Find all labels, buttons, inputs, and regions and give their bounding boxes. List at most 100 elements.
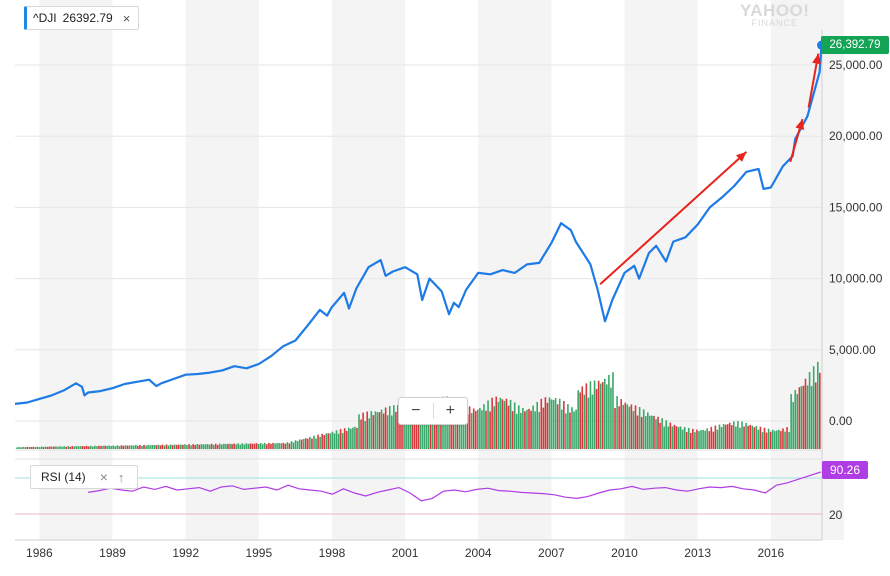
x-tick-label: 1998 [319,546,346,560]
volume-bar [583,394,586,449]
rsi-move-up-icon[interactable]: ↑ [117,469,125,485]
volume-bar [540,398,543,449]
volume-bar [352,427,354,449]
close-icon[interactable]: × [122,10,131,26]
volume-bar [96,446,98,449]
volume-bar [649,415,651,449]
volume-bar [104,445,106,449]
volume-bar [642,409,645,449]
volume-bar [399,408,401,449]
volume-bar [618,406,620,449]
volume-bar [311,438,313,449]
volume-bar [657,416,659,449]
volume-bar [98,445,100,449]
volume-bar [644,416,647,449]
volume-bar [718,424,721,449]
x-tick-label: 1989 [99,546,126,560]
volume-bar [665,420,668,449]
volume-bar [143,444,145,449]
volume-bar [401,405,403,449]
volume-bar [300,439,303,449]
volume-bar [466,414,469,449]
zoom-out-button[interactable]: − [411,402,421,419]
volume-bar [532,405,534,449]
volume-bar [253,443,256,449]
volume-bar [589,381,592,449]
volume-bar [186,445,188,449]
volume-bar [85,445,88,449]
volume-bar [378,412,381,449]
volume-bar [309,436,311,449]
volume-bar [755,426,758,449]
volume-bar [417,409,420,449]
volume-bar [233,443,235,449]
volume-bar [743,426,745,449]
volume-bar [728,422,731,449]
volume-bar [794,390,797,449]
volume-bar [761,432,764,449]
volume-bar [368,418,371,449]
volume-bar [722,424,725,449]
volume-bar [511,411,514,449]
volume-bar [218,443,221,449]
volume-bar [628,406,631,449]
volume-bar [290,441,293,449]
volume-bar [716,429,719,449]
volume-bar [118,446,121,449]
volume-bar [294,440,297,449]
volume-bar [366,411,369,449]
rsi-indicator-chip[interactable]: RSI (14) × ↑ [30,465,138,489]
volume-bar [180,444,182,449]
volume-bar [124,445,127,449]
rsi-tick-20: 20 [829,508,843,522]
volume-bar [231,444,233,449]
volume-bar [323,435,326,449]
zoom-in-button[interactable]: + [445,402,455,419]
volume-bar [69,446,72,449]
volume-bar [59,446,61,449]
volume-bar [513,402,516,449]
volume-bar [788,431,790,449]
volume-bar [200,444,203,449]
volume-bar [360,419,362,449]
volume-bar [753,427,756,449]
logo-line-1: YAHOO! [740,1,810,20]
volume-bar [356,427,358,449]
volume-bar [278,443,280,449]
volume-bar [370,411,373,449]
x-tick-label: 1995 [245,546,272,560]
volume-bar [436,410,438,449]
volume-bar [470,413,473,449]
volume-bar [190,445,192,449]
volume-bar [663,426,665,449]
volume-bar [780,431,782,449]
volume-bar [569,412,571,449]
volume-bar [288,443,291,449]
volume-bar [167,445,170,449]
trend-arrow [599,151,748,286]
volume-bar [730,425,733,449]
volume-bar [341,433,344,449]
volume-bar [42,447,45,449]
volume-bar [362,412,364,449]
volume-bar [595,388,598,449]
volume-bar [733,421,735,449]
volume-bar [505,398,508,449]
volume-bar [298,439,301,449]
volume-bar [454,402,457,449]
rsi-close-icon[interactable]: × [99,469,108,485]
volume-bar [444,405,446,449]
volume-bar [507,405,510,449]
x-tick-label: 2013 [684,546,711,560]
volume-bar [534,411,536,449]
volume-bar [280,443,283,449]
volume-bar [61,446,63,449]
volume-bar [130,445,133,449]
x-tick-label: 1986 [26,546,53,560]
ticker-chip[interactable]: ^DJI 26392.79 × [24,6,140,30]
volume-bar [638,407,641,449]
volume-bar [477,409,479,449]
volume-bar [692,428,694,449]
volume-bar [749,424,751,449]
